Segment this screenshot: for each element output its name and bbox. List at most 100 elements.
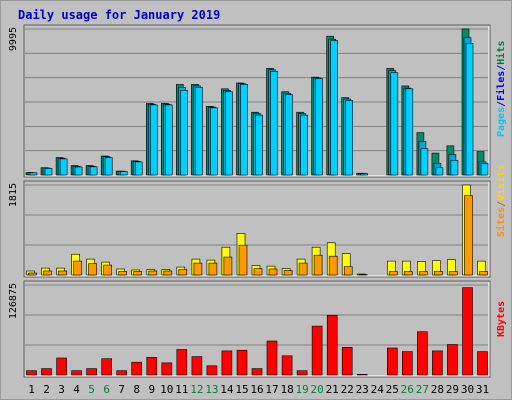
bar-pages-day-27 <box>420 148 429 176</box>
bar-kbytes-day-19 <box>296 370 308 376</box>
legend-entry: Hits <box>495 41 507 65</box>
x-tick-label: 7 <box>118 383 125 396</box>
x-tick-label: 13 <box>205 383 218 396</box>
bar-sites-day-3 <box>58 270 67 276</box>
bar-pages-day-20 <box>315 78 323 176</box>
bar-sites-day-18 <box>283 270 293 276</box>
x-tick-label: 17 <box>265 383 278 396</box>
panels-layer: 9995Pages/Files/Hits1815Sites/Visits1268… <box>8 24 507 378</box>
x-tick-label: 25 <box>386 383 399 396</box>
x-tick-label: 27 <box>416 383 429 396</box>
y-max-label: 126875 <box>8 283 19 319</box>
bar-kbytes-day-17 <box>266 340 278 376</box>
bar-sites-day-2 <box>43 270 52 276</box>
bar-kbytes-day-7 <box>116 370 127 376</box>
bar-kbytes-day-15 <box>236 349 248 376</box>
bar-sites-day-17 <box>268 268 278 276</box>
bar-sites-day-8 <box>133 271 142 276</box>
plot-frame <box>23 180 491 278</box>
bar-kbytes-day-31 <box>477 351 488 376</box>
bar-pages-day-5 <box>89 166 98 176</box>
x-tick-label: 19 <box>295 383 308 396</box>
bar-kbytes-day-9 <box>146 356 158 376</box>
x-tick-label: 8 <box>133 383 140 396</box>
bar-pages-day-30 <box>465 43 474 176</box>
bar-pages-day-19 <box>300 114 308 176</box>
series-kbytes <box>26 287 488 376</box>
bar-pages-day-4 <box>74 166 83 176</box>
x-tick-label: 20 <box>310 383 323 396</box>
y-max-label: 1815 <box>8 183 19 207</box>
bar-pages-day-22 <box>345 100 354 176</box>
bar-sites-day-16 <box>253 268 263 276</box>
x-tick-label: 1 <box>28 383 35 396</box>
bar-kbytes-day-12 <box>191 356 203 376</box>
series-pages <box>29 40 489 176</box>
bar-pages-day-1 <box>29 172 38 176</box>
bar-kbytes-day-27 <box>417 331 428 376</box>
x-tick-label: 9 <box>148 383 155 396</box>
bar-pages-day-16 <box>255 114 263 176</box>
x-tick-label: 14 <box>220 383 234 396</box>
x-tick-label: 30 <box>461 383 474 396</box>
bar-pages-day-14 <box>225 91 233 176</box>
bar-pages-day-18 <box>285 94 293 176</box>
x-tick-label: 12 <box>190 383 203 396</box>
bar-kbytes-day-3 <box>56 357 67 376</box>
bar-pages-day-15 <box>240 84 248 176</box>
bar-kbytes-day-6 <box>101 358 112 376</box>
bar-kbytes-day-10 <box>161 362 173 376</box>
bar-kbytes-day-23 <box>356 373 368 376</box>
bar-kbytes-day-16 <box>251 368 263 376</box>
bar-sites-day-11 <box>178 269 188 276</box>
x-tick-label: 24 <box>371 383 385 396</box>
bar-kbytes-day-22 <box>341 346 353 376</box>
x-axis-labels: 1 2 3 4 5 6 7 8 9 10 11 12 13 14 15 16 17 18 19 20 21 22 23 24 2… <box>28 383 489 396</box>
bar-kbytes-day-28 <box>432 350 443 376</box>
legend-entry: / <box>496 201 507 207</box>
bar-kbytes-day-20 <box>311 325 323 376</box>
bar-pages-day-29 <box>450 160 459 176</box>
bar-pages-day-3 <box>59 158 68 176</box>
legend-entry: Files <box>495 71 507 101</box>
bar-kbytes-day-4 <box>71 370 82 376</box>
x-tick-label: 29 <box>446 383 459 396</box>
bar-pages-day-12 <box>195 87 203 176</box>
bar-pages-day-17 <box>270 71 278 176</box>
bar-pages-day-8 <box>134 161 143 176</box>
x-tick-label: 10 <box>160 383 173 396</box>
legend-entry: / <box>496 101 507 107</box>
bar-kbytes-day-11 <box>176 349 188 376</box>
bar-sites-day-1 <box>28 272 37 276</box>
bar-sites-day-29 <box>449 271 458 276</box>
legend-entry: Visits <box>495 165 507 201</box>
x-tick-label: 11 <box>175 383 188 396</box>
bar-pages-day-26 <box>405 88 414 176</box>
bar-sites-day-30 <box>464 195 473 276</box>
bar-kbytes-day-21 <box>326 315 338 376</box>
bar-sites-day-10 <box>163 270 173 276</box>
bar-kbytes-day-18 <box>281 355 293 376</box>
x-tick-label: 28 <box>431 383 444 396</box>
bar-pages-day-9 <box>150 104 158 176</box>
bar-sites-day-9 <box>148 270 158 276</box>
bar-sites-day-4 <box>73 260 82 276</box>
side-legend: KBytes <box>496 301 507 337</box>
x-tick-label: 6 <box>103 383 110 396</box>
x-tick-label: 16 <box>250 383 263 396</box>
series-sites <box>28 195 488 276</box>
x-tick-label: 15 <box>235 383 248 396</box>
bar-sites-day-14 <box>223 256 233 276</box>
x-tick-label: 3 <box>58 383 65 396</box>
legend-entry: KBytes <box>496 301 507 337</box>
bar-sites-day-31 <box>479 271 488 276</box>
bar-sites-day-15 <box>238 244 248 276</box>
bar-kbytes-day-30 <box>462 287 473 376</box>
y-max-label: 9995 <box>8 27 19 51</box>
bar-pages-day-21 <box>330 40 339 176</box>
side-legend: Pages/Files/Hits <box>495 41 507 137</box>
bar-sites-day-22 <box>343 266 353 276</box>
x-tick-label: 26 <box>401 383 414 396</box>
x-tick-label: 23 <box>356 383 369 396</box>
x-tick-label: 22 <box>341 383 354 396</box>
